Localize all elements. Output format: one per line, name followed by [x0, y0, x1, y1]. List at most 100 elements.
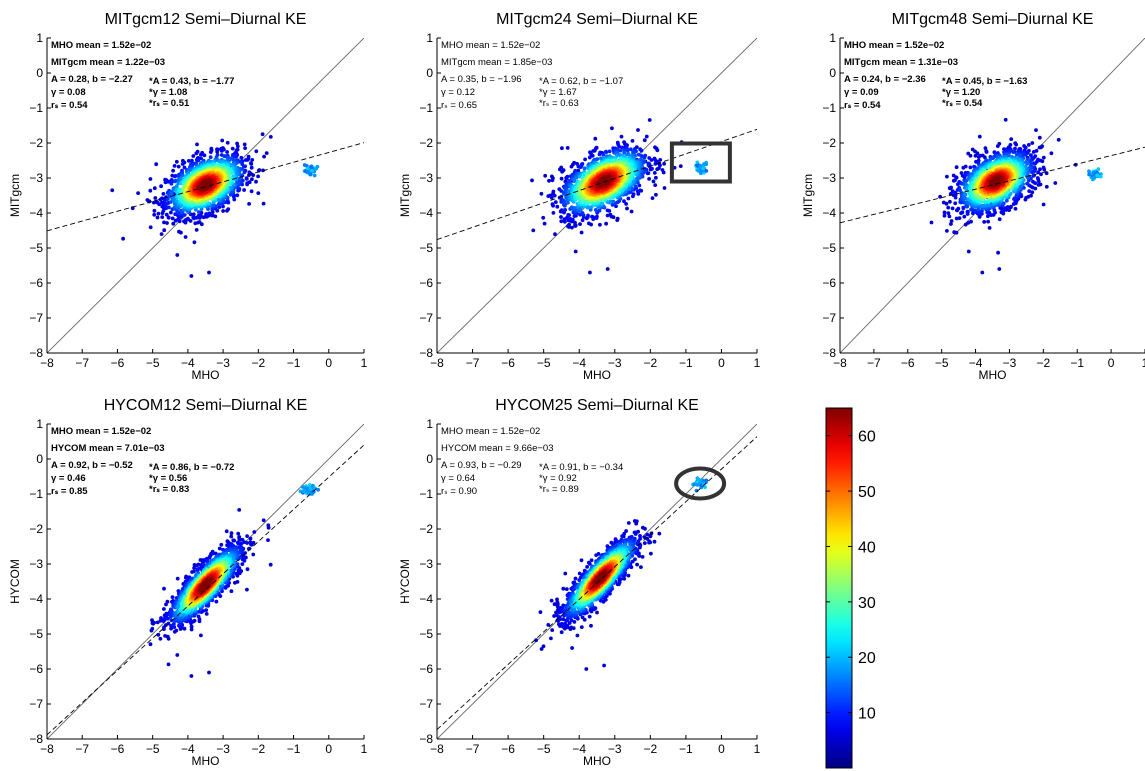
data-point [957, 216, 962, 221]
data-point [156, 211, 161, 216]
data-point [631, 192, 636, 197]
data-point [177, 229, 181, 234]
data-point [997, 217, 1002, 222]
data-point [604, 221, 608, 226]
data-point [167, 205, 171, 210]
data-point [248, 536, 253, 541]
data-point [629, 209, 634, 214]
data-point [655, 167, 660, 172]
stats-left-line: MITgcm mean = 1.22e−03 [51, 57, 165, 68]
data-point [174, 199, 179, 204]
data-point [622, 199, 626, 204]
data-point [543, 173, 548, 178]
x-tick-label: −6 [111, 356, 125, 370]
data-point [653, 183, 658, 188]
data-point [986, 203, 991, 207]
data-point [570, 225, 574, 230]
y-tick-label: −2 [29, 136, 43, 150]
stats-left-line: γ = 0.08 [51, 87, 86, 98]
data-point [678, 164, 683, 169]
data-point [158, 636, 163, 641]
data-point [567, 213, 571, 218]
stats-left-line: MITgcm mean = 1.85e−03 [441, 57, 552, 68]
data-point [985, 210, 990, 215]
data-point [592, 148, 597, 153]
data-point [1036, 183, 1041, 187]
data-point [555, 204, 560, 209]
data-point [1026, 194, 1031, 199]
data-point [601, 152, 606, 157]
data-point [1041, 202, 1046, 207]
data-point [1029, 153, 1033, 158]
data-point [254, 149, 259, 154]
data-point [948, 199, 952, 204]
data-point [620, 145, 624, 150]
data-point [546, 194, 551, 199]
data-point [551, 203, 555, 208]
data-point [182, 626, 187, 631]
data-point [260, 132, 265, 137]
scatter-panel-4: −8 −7 −6 −5 −4 −3 −2 −1 0 110−1−2−3−4−5−6−7−8HYCO… [8, 397, 368, 768]
data-point [958, 188, 962, 193]
data-point [1030, 141, 1035, 145]
data-point [237, 537, 242, 542]
plot-area [47, 424, 364, 739]
data-point [232, 193, 237, 198]
data-point [552, 193, 557, 198]
data-point [559, 176, 564, 181]
data-point [963, 164, 968, 169]
data-point [245, 181, 250, 186]
data-point [262, 154, 266, 159]
data-point [1003, 206, 1008, 211]
x-tick-label: 0 [1108, 356, 1115, 370]
data-point [174, 628, 179, 633]
data-point [236, 531, 241, 536]
data-point [653, 161, 658, 166]
data-point [1010, 154, 1014, 159]
data-point [605, 267, 610, 271]
data-point [655, 148, 660, 153]
data-point [605, 208, 610, 213]
data-point [240, 162, 245, 167]
outlier-cluster-point [309, 165, 314, 170]
outlier-cluster-point [302, 163, 307, 167]
data-point [662, 161, 666, 166]
data-point [947, 214, 952, 219]
data-point [228, 185, 233, 190]
data-point [196, 562, 201, 567]
data-point [652, 156, 657, 161]
data-point [225, 150, 230, 154]
data-point [1022, 186, 1026, 190]
data-point [560, 169, 564, 174]
data-point [239, 155, 244, 160]
data-point [261, 518, 266, 523]
data-point [162, 607, 166, 611]
data-point [162, 228, 167, 233]
plot-area [840, 38, 1145, 353]
data-point [953, 178, 957, 183]
data-point [234, 571, 239, 576]
data-point [1024, 161, 1029, 165]
data-point [572, 178, 576, 183]
data-point [1041, 165, 1046, 170]
data-point [235, 144, 240, 149]
stats-left-line: γ = 0.12 [441, 87, 475, 98]
data-point [197, 566, 202, 571]
data-point [236, 185, 240, 190]
data-point [622, 150, 627, 155]
data-point [196, 213, 201, 218]
stats-left-line: A = 0.35, b = −1.96 [441, 74, 522, 85]
data-point [202, 563, 206, 567]
data-point [614, 204, 618, 209]
outlier-cluster-point [1092, 172, 1096, 176]
data-point [208, 155, 213, 160]
y-tick-label: 0 [426, 66, 433, 80]
data-point [261, 201, 266, 206]
data-point [983, 203, 987, 208]
data-point [605, 213, 610, 218]
data-point [183, 235, 188, 239]
y-axis-label: MITgcm [801, 174, 815, 217]
data-point [245, 534, 250, 538]
data-point [1044, 184, 1049, 189]
